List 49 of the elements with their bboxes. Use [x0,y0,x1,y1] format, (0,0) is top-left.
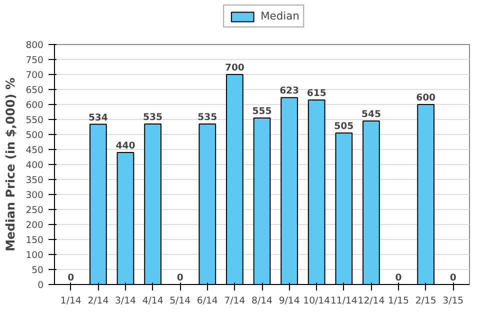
data-label: 505 [334,121,354,132]
x-tick-label: 3/14 [115,296,136,306]
x-tick-label: 3/15 [442,296,464,306]
x-tick-label: 5/14 [170,296,191,306]
data-label: 700 [224,62,245,74]
y-tick-label: 650 [26,85,44,96]
data-label: 555 [252,106,272,117]
y-tick-label: 0 [38,280,44,291]
y-tick-label: 450 [26,145,44,156]
y-tick-label: 600 [26,100,44,111]
x-tick-label: 1/15 [388,296,410,306]
x-tick-label: 8/14 [252,296,273,306]
y-axis-title: Median Price (in $,000) % [4,78,18,252]
data-label: 545 [361,109,381,120]
y-tick-label: 350 [26,175,44,186]
data-label: 440 [116,140,136,152]
y-tick-label: 700 [26,70,44,81]
x-tick-label: 10/14 [303,296,330,306]
data-label: 0 [68,272,75,284]
data-label: 535 [143,112,163,123]
data-label: 600 [416,92,436,104]
y-tick-label: 400 [26,160,44,171]
x-tick-label: 7/14 [224,296,246,306]
y-tick-label: 100 [26,250,44,261]
x-tick-label: 6/14 [196,296,218,306]
data-label: 615 [306,88,326,99]
data-label: 623 [280,86,300,97]
y-tick-label: 500 [26,130,44,141]
x-tick-label: 2/14 [88,296,109,306]
data-label: 0 [395,272,402,284]
x-tick-label: 12/14 [358,296,385,306]
y-tick-label: 200 [26,220,44,231]
y-tick-label: 50 [32,265,44,276]
y-tick-label: 150 [26,235,44,246]
y-tick-label: 550 [26,115,44,126]
y-tick-label: 300 [26,190,44,201]
x-tick-label: 9/14 [278,296,300,306]
y-tick-label: 800 [26,40,44,51]
x-tick-label: 11/14 [330,296,358,306]
y-tick-label: 750 [26,55,44,66]
x-tick-label: 4/14 [142,296,164,306]
y-tick-label: 250 [26,205,44,216]
data-label: 0 [176,272,184,284]
legend-label: Median [260,10,300,22]
x-tick-label: 2/15 [415,296,436,306]
data-label: 0 [450,272,457,284]
x-tick-label: 1/14 [60,296,82,306]
data-label: 535 [198,112,218,123]
data-label: 534 [88,112,108,124]
